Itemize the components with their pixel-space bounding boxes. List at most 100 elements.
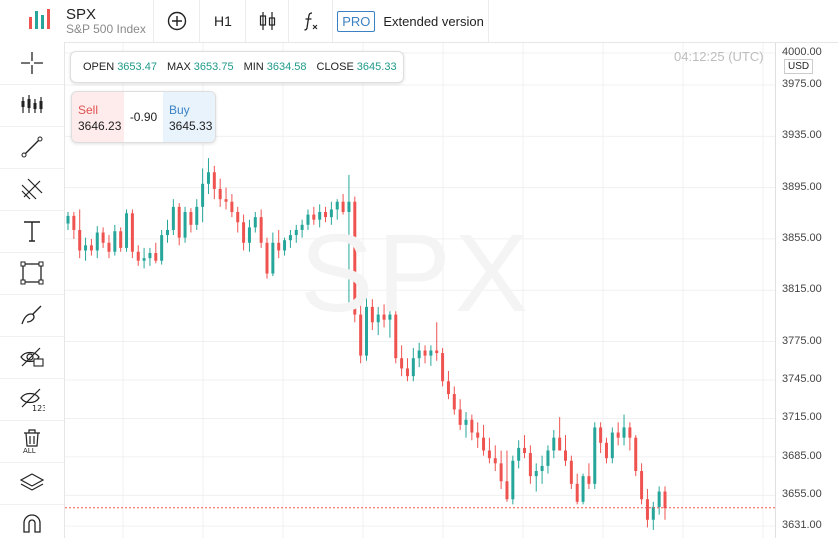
rectangle-tool[interactable] xyxy=(0,252,64,295)
symbol-name[interactable]: SPX xyxy=(66,6,97,23)
candlestick-icon xyxy=(259,12,275,30)
candle xyxy=(599,422,603,454)
candle xyxy=(212,165,216,200)
hide-drawings-tool[interactable] xyxy=(0,336,64,379)
indicators-button[interactable] xyxy=(288,0,333,42)
candle xyxy=(435,322,439,361)
brush-tool[interactable] xyxy=(0,294,64,337)
price-tick-label: 3715.00 xyxy=(782,411,822,424)
price-tick-label: 3655.00 xyxy=(782,488,822,501)
hide-drawings-icon xyxy=(20,347,44,367)
candle xyxy=(347,174,351,310)
candle xyxy=(610,427,614,464)
candle xyxy=(288,229,292,248)
price-tick-label: 3855.00 xyxy=(782,231,822,244)
candle xyxy=(476,422,480,448)
candle xyxy=(575,473,579,505)
candle xyxy=(640,463,644,505)
timeframe-button[interactable]: H1 xyxy=(199,0,246,42)
candle xyxy=(101,227,105,248)
text-tool[interactable] xyxy=(0,210,64,253)
candle xyxy=(634,435,638,477)
price-tick-label: 3815.00 xyxy=(782,283,822,296)
candle xyxy=(517,440,521,469)
candle xyxy=(546,445,550,474)
candle xyxy=(405,358,409,382)
candle xyxy=(376,306,380,336)
candle xyxy=(394,309,398,364)
candle xyxy=(259,209,263,248)
spread-value: -0.90 xyxy=(129,110,158,124)
candle xyxy=(136,245,140,266)
candle xyxy=(411,347,415,382)
logo-icon xyxy=(29,9,50,29)
candle xyxy=(564,435,567,466)
magnet-tool[interactable] xyxy=(0,504,64,546)
layers-icon xyxy=(19,473,45,491)
candle xyxy=(552,429,556,459)
buy-button[interactable]: Buy 3645.33 xyxy=(163,92,215,142)
candle xyxy=(616,422,620,446)
candle xyxy=(663,486,667,520)
svg-text:123: 123 xyxy=(32,404,45,412)
candle xyxy=(253,212,257,233)
candle xyxy=(493,445,497,472)
ohlc-panel: OPEN 3653.47 MAX 3653.75 MIN 3634.58 CLO… xyxy=(70,51,404,83)
indicators-icon xyxy=(21,95,43,113)
layers-tool[interactable] xyxy=(0,462,64,505)
candle xyxy=(195,199,199,230)
price-tick-label: 3685.00 xyxy=(782,449,822,462)
candle xyxy=(306,209,310,230)
candle xyxy=(113,224,117,256)
delete-all-tool[interactable]: ALL xyxy=(0,420,64,463)
candle xyxy=(499,450,503,489)
price-tick-label: 3745.00 xyxy=(782,372,822,385)
candle xyxy=(464,412,468,438)
candle xyxy=(78,209,82,259)
candle xyxy=(95,226,99,259)
candle xyxy=(511,455,515,505)
rectangle-icon xyxy=(20,261,44,285)
add-symbol-button[interactable] xyxy=(153,0,199,42)
candle xyxy=(645,488,649,528)
candle xyxy=(294,224,298,243)
candle xyxy=(277,229,281,259)
drawing-toolbar: 123 ALL xyxy=(0,42,65,538)
candle xyxy=(370,299,374,330)
candle xyxy=(312,206,316,225)
hide-price-tool[interactable]: 123 xyxy=(0,378,64,421)
extended-version-label: Extended version xyxy=(383,13,484,29)
candle xyxy=(388,309,392,338)
currency-badge[interactable]: USD xyxy=(784,59,814,74)
price-tick-label: 3895.00 xyxy=(782,180,822,193)
candle xyxy=(130,209,134,259)
text-icon xyxy=(24,221,40,242)
candle xyxy=(569,455,573,489)
price-axis[interactable]: USD 4000.00 3975.00 3935.00 3895.00 3855.00 3… xyxy=(775,43,838,538)
indicators-tool[interactable] xyxy=(0,84,64,127)
candle xyxy=(265,237,269,279)
price-tick-label: 4000.00 xyxy=(782,46,822,58)
candle xyxy=(89,238,93,256)
candle xyxy=(487,437,491,464)
clock: 04:12:25 (UTC) xyxy=(674,49,764,64)
chart-type-button[interactable] xyxy=(245,0,289,42)
candle xyxy=(505,450,509,502)
candle xyxy=(177,203,181,246)
candle xyxy=(324,206,328,223)
extended-version-button[interactable]: PRO Extended version xyxy=(332,0,489,42)
pitchfork-tool[interactable] xyxy=(0,168,64,211)
candle xyxy=(651,501,655,530)
candle xyxy=(452,386,456,415)
candle xyxy=(148,247,152,266)
crosshair-tool[interactable] xyxy=(0,42,64,85)
sell-button[interactable]: Sell 3646.23 xyxy=(72,92,124,142)
trend-line-tool[interactable] xyxy=(0,126,64,169)
sell-price: 3646.23 xyxy=(78,119,122,133)
sell-label: Sell xyxy=(78,103,99,117)
plus-circle-icon xyxy=(167,11,186,31)
candle xyxy=(534,463,538,492)
candle xyxy=(341,194,345,215)
candle xyxy=(482,424,486,456)
candle xyxy=(329,201,333,225)
